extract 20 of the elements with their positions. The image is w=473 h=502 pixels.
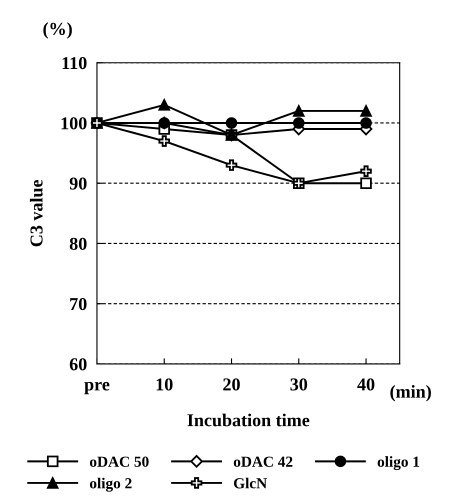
x-tick-label: pre (84, 382, 110, 394)
x-tick-label: 30 (290, 378, 308, 391)
y-tick-label: 70 (70, 298, 87, 310)
y-tick-label: 100 (62, 117, 87, 130)
x-axis-title: Incubation time (187, 414, 310, 426)
y-tick-label: 60 (70, 358, 87, 370)
text: (min) (390, 385, 431, 402)
x-tick-label: 20 (223, 378, 240, 391)
legend-label: oligo 1 (378, 456, 420, 470)
legend-label: GlcN (234, 478, 267, 488)
y-tick-label: 110 (62, 57, 87, 70)
x-tick-label: 10 (156, 378, 173, 391)
y-tick-label: 90 (70, 177, 87, 190)
x-tick-label: 40 (357, 378, 374, 391)
text: (%) (43, 22, 72, 39)
legend-label: oDAC 50 (90, 456, 149, 467)
legend-label: oDAC 42 (234, 456, 292, 467)
legend-label: oligo 2 (90, 478, 132, 492)
y-axis-title: C3 value (30, 180, 43, 246)
y-tick-label: 80 (70, 238, 87, 250)
